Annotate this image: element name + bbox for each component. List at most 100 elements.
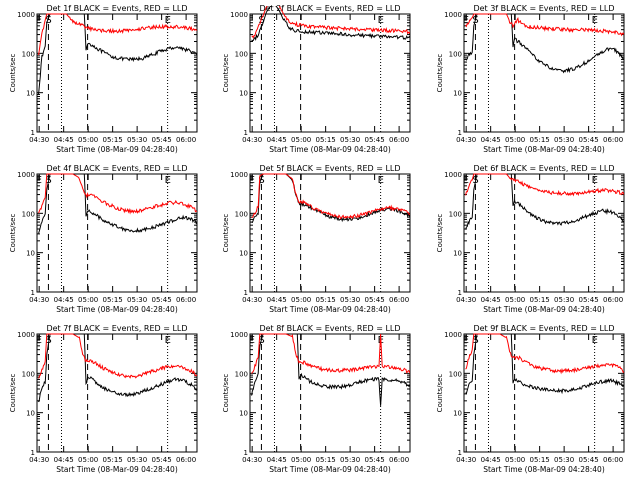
y-tick-label: 1000 [17, 331, 35, 339]
chart-panel: Det 9f BLACK = Events, RED = LLD 1 10 100 10… [436, 324, 625, 474]
events-series-line [251, 6, 410, 42]
event-marker-label: E [249, 335, 255, 346]
x-tick-label: 04:45 [54, 296, 74, 304]
lld-series-line [465, 333, 624, 375]
event-marker-label: E [36, 15, 42, 26]
event-marker-label: E [378, 15, 384, 26]
x-tick-label: 05:15 [530, 296, 550, 304]
y-tick-label: 100 [22, 370, 35, 378]
events-series-line [465, 333, 624, 395]
x-tick-label: 06:00 [389, 136, 409, 144]
chart-title: Det 8f BLACK = Events, RED = LLD [259, 324, 400, 333]
lld-series-line [38, 13, 197, 56]
x-tick-label: 05:15 [530, 136, 550, 144]
event-marker-label: E [165, 15, 171, 26]
y-axis-label: Counts/sec [436, 214, 444, 253]
x-tick-label: 04:30 [29, 136, 49, 144]
lld-series-line [465, 173, 624, 197]
x-tick-label: 05:30 [127, 296, 147, 304]
x-tick-label: 04:45 [267, 296, 287, 304]
plot-frame [463, 173, 625, 293]
plot-frame [36, 333, 198, 453]
x-tick-label: 06:00 [389, 456, 409, 464]
event-marker-label: E [36, 335, 42, 346]
x-tick-label: 05:45 [152, 296, 172, 304]
x-axis-label: Start Time (08-Mar-09 04:28:40) [269, 145, 391, 154]
x-tick-label: 04:45 [481, 296, 501, 304]
y-tick-label: 1000 [444, 11, 462, 19]
chart-panel: Det 7f BLACK = Events, RED = LLD 1 10 100 10… [9, 324, 198, 474]
event-marker-label: E [378, 175, 384, 186]
x-tick-label: 04:30 [29, 296, 49, 304]
y-tick-label: 1 [458, 129, 462, 137]
y-tick-label: 100 [235, 50, 248, 58]
x-tick-label: 05:45 [579, 136, 599, 144]
y-axis-label: Counts/sec [9, 214, 17, 253]
x-axis-label: Start Time (08-Mar-09 04:28:40) [483, 305, 605, 314]
y-axis-label: Counts/sec [9, 374, 17, 413]
event-marker-label: E [592, 175, 598, 186]
y-tick-label: 100 [449, 50, 462, 58]
x-axis-label: Start Time (08-Mar-09 04:28:40) [56, 305, 178, 314]
events-series-line [38, 13, 197, 95]
lld-series-line [38, 333, 197, 379]
series-group [251, 173, 410, 224]
events-series-line [465, 173, 624, 230]
x-tick-label: 04:30 [242, 136, 262, 144]
series-group [465, 333, 624, 395]
event-marker-label: S [45, 15, 51, 26]
series-group [251, 333, 410, 406]
x-tick-label: 04:30 [242, 456, 262, 464]
chart-title: Det 1f BLACK = Events, RED = LLD [46, 4, 187, 13]
chart-panel: Det 6f BLACK = Events, RED = LLD 1 10 100 10… [436, 164, 625, 314]
x-tick-label: 05:15 [103, 456, 123, 464]
event-marker-label: S [258, 15, 264, 26]
lld-series-line [38, 173, 197, 215]
event-marker-label: E [592, 15, 598, 26]
x-tick-label: 06:00 [176, 296, 196, 304]
y-tick-label: 10 [453, 250, 462, 258]
x-tick-label: 05:00 [78, 296, 98, 304]
series-group [38, 333, 197, 403]
x-axis-label: Start Time (08-Mar-09 04:28:40) [56, 465, 178, 474]
y-tick-label: 1 [31, 289, 35, 297]
y-tick-label: 1000 [230, 331, 248, 339]
chart-title: Det 3f BLACK = Events, RED = LLD [473, 4, 614, 13]
y-tick-label: 1 [31, 449, 35, 457]
y-tick-label: 1000 [444, 171, 462, 179]
y-axis-label: Counts/sec [436, 374, 444, 413]
y-tick-label: 1000 [230, 11, 248, 19]
series-group [251, 6, 410, 42]
x-tick-label: 04:45 [267, 136, 287, 144]
y-tick-label: 1 [458, 289, 462, 297]
events-series-line [251, 333, 410, 406]
y-tick-label: 100 [235, 370, 248, 378]
x-tick-label: 04:45 [54, 136, 74, 144]
x-tick-label: 04:45 [481, 136, 501, 144]
chart-panel: Det 5f BLACK = Events, RED = LLD 1 10 100 10… [222, 164, 411, 314]
plot-frame [249, 173, 411, 293]
plot-frame [463, 333, 625, 453]
x-tick-label: 05:30 [340, 136, 360, 144]
y-tick-label: 1 [244, 449, 248, 457]
x-tick-label: 04:45 [267, 456, 287, 464]
chart-title: Det 5f BLACK = Events, RED = LLD [259, 164, 400, 173]
y-tick-label: 10 [239, 410, 248, 418]
y-tick-label: 1 [31, 129, 35, 137]
y-tick-label: 1000 [17, 11, 35, 19]
x-axis-label: Start Time (08-Mar-09 04:28:40) [269, 465, 391, 474]
y-axis-label: Counts/sec [9, 54, 17, 93]
y-tick-label: 10 [239, 250, 248, 258]
x-tick-label: 04:30 [29, 456, 49, 464]
y-tick-label: 1000 [230, 171, 248, 179]
x-tick-label: 05:45 [365, 296, 385, 304]
x-tick-label: 06:00 [603, 456, 623, 464]
series-group [38, 13, 197, 95]
events-series-line [38, 333, 197, 403]
chart-panel: Det 1f BLACK = Events, RED = LLD 1 10 100 10… [9, 4, 198, 154]
y-axis-label: Counts/sec [222, 214, 230, 253]
x-tick-label: 05:45 [152, 136, 172, 144]
lld-series-line [251, 6, 410, 39]
x-tick-label: 04:30 [242, 296, 262, 304]
chart-panel: Det 3f BLACK = Events, RED = LLD 1 10 100 10… [436, 4, 625, 154]
